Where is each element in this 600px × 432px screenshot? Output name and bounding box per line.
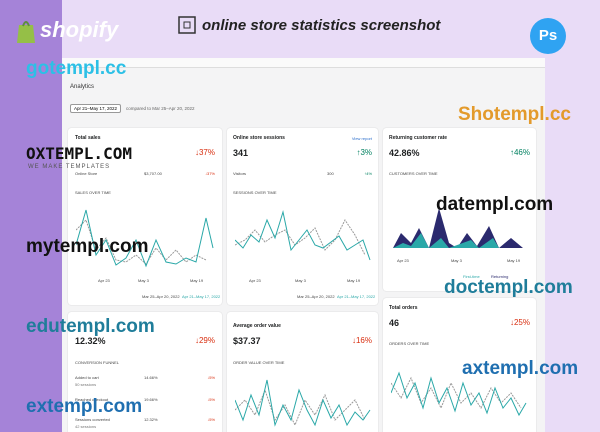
watermark: axtempl.com xyxy=(462,358,579,379)
chart-title: CUSTOMERS OVER TIME xyxy=(389,171,438,176)
change: ↓29% xyxy=(194,336,215,345)
legend: Apr 21–May 17, 2022 xyxy=(337,294,376,299)
row-label: Added to cart xyxy=(75,375,99,380)
row-change: ↓37% xyxy=(204,171,215,176)
card-title: Total orders xyxy=(389,305,418,311)
compare-text: compared to Mar 25–Apr 20, 2022 xyxy=(126,106,195,111)
card: Online store sessions View report 341 ↑3… xyxy=(227,128,378,305)
card-value: 12.32% xyxy=(75,336,106,346)
change: ↓25% xyxy=(509,318,530,327)
chart-title: SESSIONS OVER TIME xyxy=(233,190,277,195)
row-value: 12.32% xyxy=(144,417,158,422)
row-sub: 42 sessions xyxy=(75,424,97,429)
change: ↑3% xyxy=(356,148,372,157)
row-value: 300 xyxy=(327,171,334,176)
card-value: 42.86% xyxy=(389,148,420,158)
watermark: OXTEMPL.COM xyxy=(26,144,132,163)
legend: Mar 25–Apr 20, 2022 xyxy=(142,294,180,299)
legend: Apr 21–May 17, 2022 xyxy=(182,294,221,299)
card: Returning customer rate 42.86% ↑46% CUST… xyxy=(383,128,536,291)
screen-icon xyxy=(178,16,196,34)
orders-chart xyxy=(391,371,527,417)
card: Average order value $37.37 ↓16% ORDER VA… xyxy=(227,312,378,432)
legend: Returning xyxy=(491,274,509,279)
row-label: Reached checkout xyxy=(75,397,109,402)
watermark: gotempl.cc xyxy=(26,58,127,79)
row-value: 19.66% xyxy=(144,397,158,402)
legend: Mar 25–Apr 20, 2022 xyxy=(297,294,335,299)
card-value: 46 xyxy=(389,318,400,328)
card: Total sales ↓37% Online Store $3,707.00 … xyxy=(68,128,222,305)
row-change: ↓5% xyxy=(207,375,215,380)
chart-title: SALES OVER TIME xyxy=(75,190,111,195)
card-title: Returning customer rate xyxy=(389,135,448,141)
x-label: May 19 xyxy=(190,278,204,283)
card: 12.32% ↓29% CONVERSION FUNNEL Added to c… xyxy=(68,312,222,432)
date-button[interactable]: Apr 21–May 17, 2022 xyxy=(70,104,122,113)
x-label: May 3 xyxy=(451,258,462,263)
row-label: Visitors xyxy=(233,171,247,176)
row-change: ↓5% xyxy=(207,397,215,402)
watermark: mytempl.com xyxy=(26,236,149,257)
change: ↑46% xyxy=(509,148,530,157)
watermark: doctempl.com xyxy=(444,277,573,298)
row-value: $3,707.00 xyxy=(144,171,162,176)
brand: shopify xyxy=(40,17,119,42)
chart-title: ORDERS OVER TIME xyxy=(389,341,430,346)
card-title: Total sales xyxy=(75,135,101,141)
x-label: May 19 xyxy=(507,258,521,263)
side-band xyxy=(0,0,62,432)
card-title: Average order value xyxy=(233,323,281,329)
card-value: 341 xyxy=(233,148,249,158)
sales-chart xyxy=(76,209,214,268)
change: ↓37% xyxy=(194,148,215,157)
card-title: Online store sessions xyxy=(233,135,285,141)
x-label: Apr 23 xyxy=(98,278,110,283)
shopify-logo xyxy=(17,21,35,43)
x-label: May 19 xyxy=(347,278,361,283)
card: Total orders 46 ↓25% ORDERS OVER TIME xyxy=(383,298,536,432)
x-label: Apr 23 xyxy=(249,278,261,283)
chart-title: ORDER VALUE OVER TIME xyxy=(233,360,285,365)
ps-badge: Ps xyxy=(530,18,566,54)
watermark: edutempl.com xyxy=(26,316,155,337)
watermark: datempl.com xyxy=(436,194,554,215)
watermark: Shotempl.cc xyxy=(458,104,571,125)
card-value: $37.37 xyxy=(233,336,261,346)
row-label: Online Store xyxy=(75,171,98,176)
page-title: online store statistics screenshot xyxy=(202,17,441,34)
legend: First-time xyxy=(463,274,480,279)
row-label: Sessions converted xyxy=(75,417,110,422)
browser-bar xyxy=(62,58,545,68)
chart-title: CONVERSION FUNNEL xyxy=(75,360,120,365)
row-sub: 50 sessions xyxy=(75,382,97,387)
customers-chart xyxy=(393,208,523,248)
row-change: ↓5% xyxy=(207,417,215,422)
heading: Analytics xyxy=(70,84,95,90)
change: ↓16% xyxy=(351,336,372,345)
x-label: Apr 23 xyxy=(397,258,409,263)
row-value: 14.66% xyxy=(144,375,158,380)
row-change: ↑4% xyxy=(364,171,372,176)
view-report[interactable]: View report xyxy=(351,136,372,141)
sessions-chart xyxy=(235,210,371,261)
watermark: WE MAKE TEMPLATES xyxy=(28,164,111,170)
order-value-chart xyxy=(235,379,371,427)
watermark: extempl.com xyxy=(26,396,143,417)
x-label: May 3 xyxy=(295,278,306,283)
x-label: May 3 xyxy=(138,278,149,283)
